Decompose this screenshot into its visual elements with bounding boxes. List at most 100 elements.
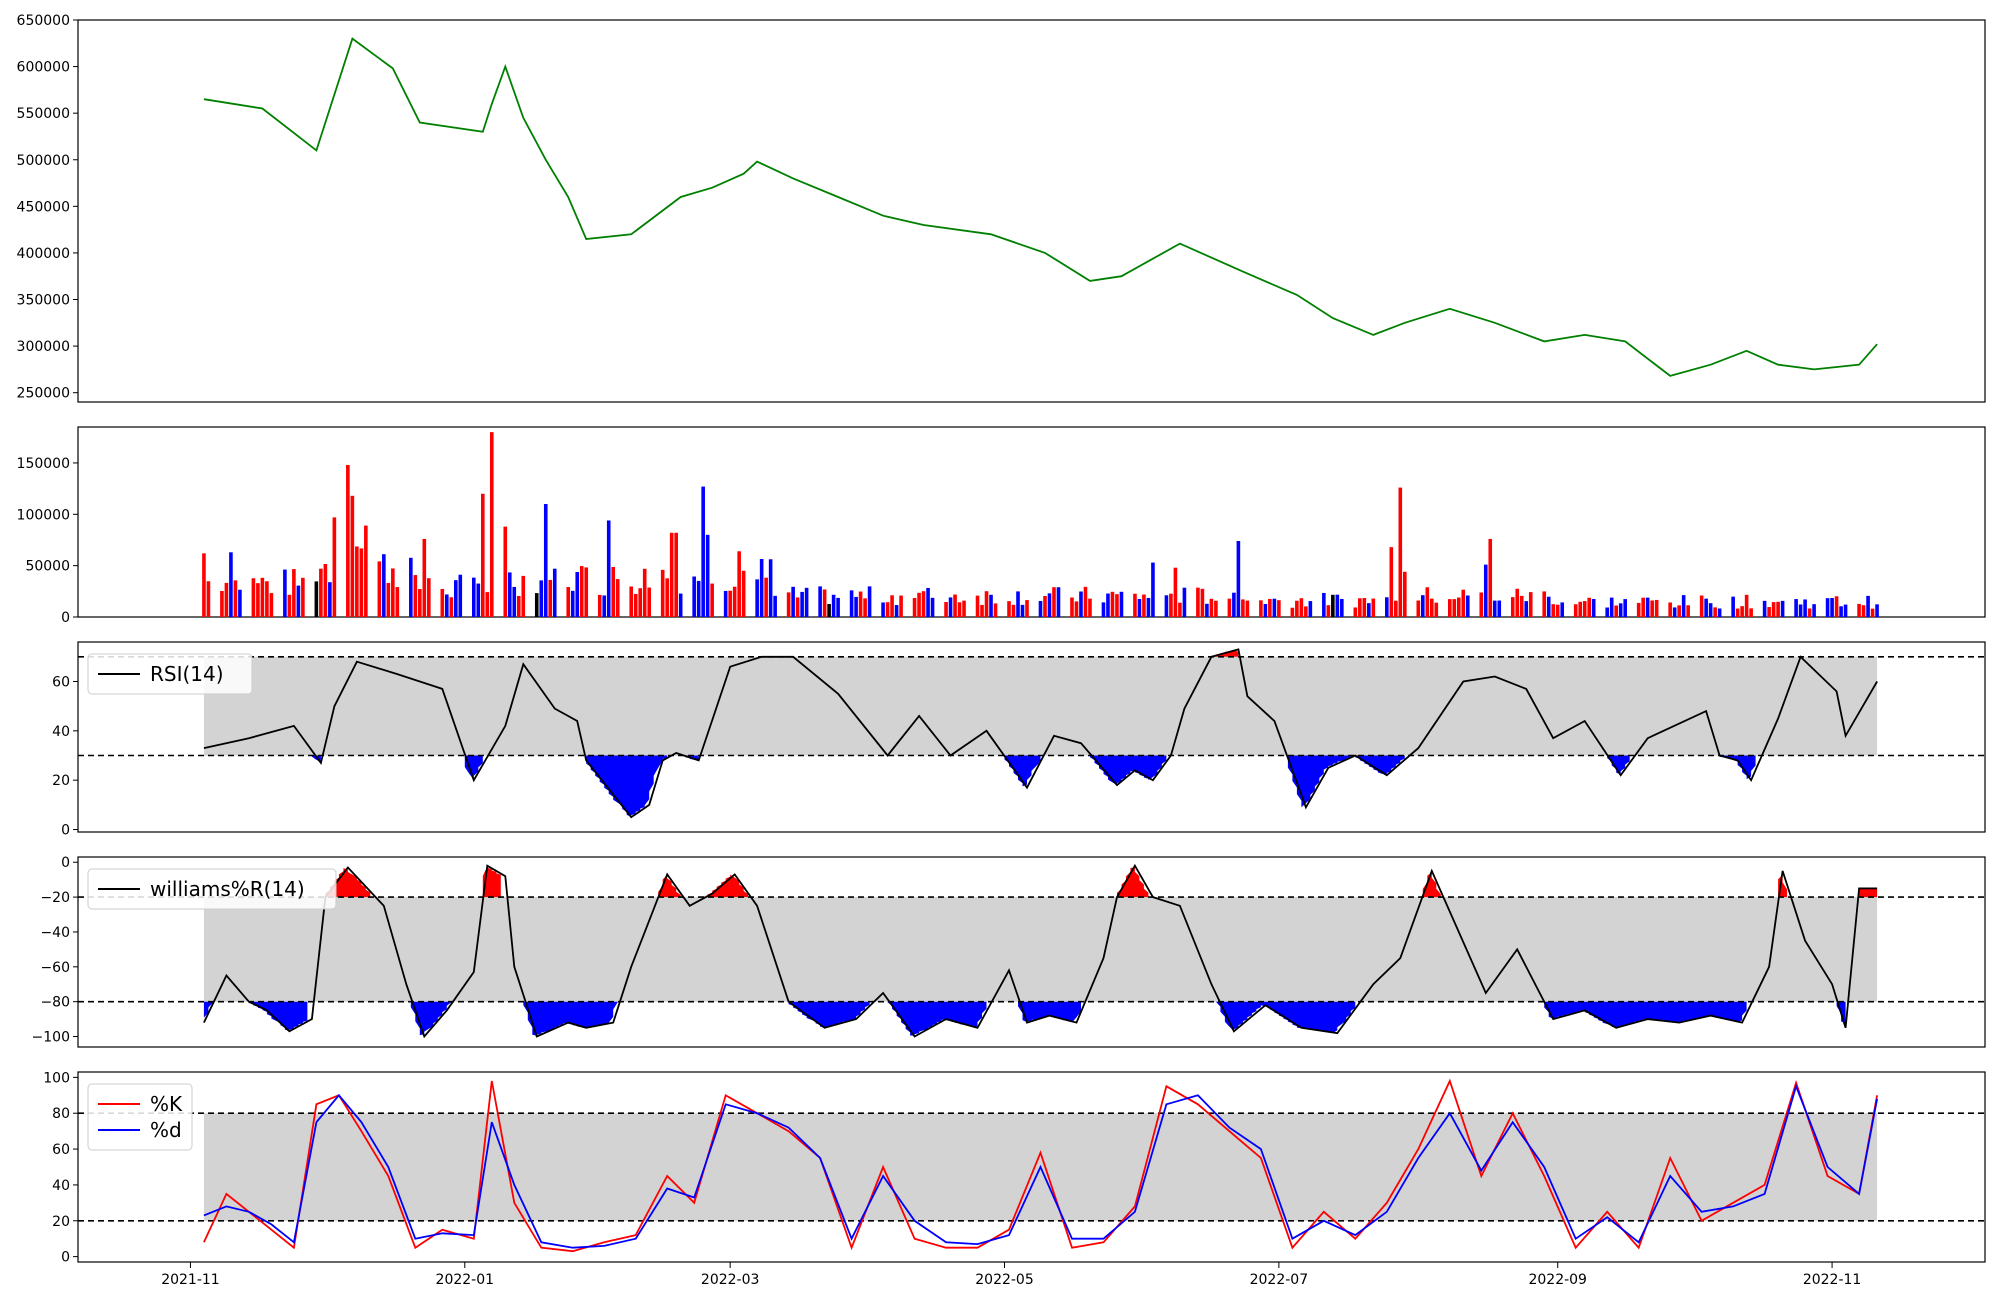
volume-bar xyxy=(476,583,481,617)
y-tick-label: 100 xyxy=(43,1070,70,1086)
volume-bar xyxy=(1524,601,1529,617)
volume-bar xyxy=(1358,598,1362,617)
volume-bar xyxy=(359,548,364,617)
volume-bar xyxy=(755,579,759,617)
volume-bar xyxy=(885,602,890,617)
volume-bar xyxy=(1322,592,1326,617)
volume-bar xyxy=(503,526,508,617)
volume-bar xyxy=(1465,595,1470,617)
volume-bar xyxy=(1106,593,1110,617)
volume-bar xyxy=(1830,597,1834,617)
volume-bar xyxy=(552,568,557,617)
volume-bar xyxy=(1047,593,1052,617)
volume-bar xyxy=(962,600,966,617)
volume-bar xyxy=(314,581,319,617)
volume-bar xyxy=(674,532,678,617)
oversold-fill xyxy=(788,1001,870,1028)
volume-bar xyxy=(1020,604,1025,617)
volume-bar xyxy=(1618,603,1623,617)
volume-bar xyxy=(1551,604,1556,617)
volume-bar xyxy=(251,578,256,617)
volume-bar xyxy=(633,593,638,617)
volume-bar xyxy=(1735,608,1740,617)
oversold-fill xyxy=(523,1001,618,1036)
volume-bar xyxy=(413,575,418,617)
y-tick-label: 550000 xyxy=(17,106,70,122)
volume-bar xyxy=(1767,607,1771,617)
overbought-fill xyxy=(482,866,501,898)
volume-bar xyxy=(1447,599,1452,617)
legend-label: RSI(14) xyxy=(150,662,224,686)
volume-bar xyxy=(629,586,634,617)
volume-bar xyxy=(1641,597,1645,617)
volume-bar xyxy=(1857,603,1861,617)
volume-bar xyxy=(1699,595,1704,617)
volume-bar xyxy=(566,587,571,617)
volume-bar xyxy=(638,588,643,617)
volume-bar xyxy=(328,582,332,617)
volume-bar xyxy=(1731,596,1735,617)
volume-bar xyxy=(854,596,858,617)
overbought-fill xyxy=(1859,888,1878,898)
volume-bar xyxy=(1119,591,1124,617)
volume-bar xyxy=(692,576,696,617)
volume-bar xyxy=(737,551,741,617)
volume-bar xyxy=(1812,604,1816,617)
volume-bar xyxy=(665,578,669,617)
volume-bar xyxy=(1582,601,1587,617)
y-tick-label: 40 xyxy=(52,1178,70,1194)
volume-bar xyxy=(1519,595,1524,617)
oversold-fill xyxy=(586,755,668,817)
volume-bar xyxy=(364,525,368,617)
volume-bar xyxy=(1385,597,1389,617)
volume-bar xyxy=(454,580,458,617)
y-tick-label: 450000 xyxy=(17,199,70,215)
y-tick-label: 300000 xyxy=(17,339,70,355)
volume-bar xyxy=(836,597,840,617)
plot-frame xyxy=(77,856,1986,1048)
volume-bar xyxy=(543,504,548,617)
volume-bar xyxy=(1295,600,1299,617)
volume-bar xyxy=(1227,598,1232,617)
volume-bar xyxy=(863,598,867,617)
volume-bar xyxy=(570,590,575,617)
y-tick-label: −40 xyxy=(40,925,70,941)
volume-bar xyxy=(1650,600,1654,617)
plot-frame xyxy=(77,426,1986,618)
volume-bar xyxy=(1245,600,1250,617)
volume-bar xyxy=(827,603,831,617)
volume-bar xyxy=(238,589,242,617)
volume-bar xyxy=(602,595,607,617)
y-tick-label: 0 xyxy=(61,855,70,871)
volume-bar xyxy=(458,574,463,617)
volume-bar xyxy=(346,465,350,617)
volume-bar xyxy=(611,566,616,617)
volume-bar xyxy=(1605,607,1609,617)
volume-bar xyxy=(1074,601,1079,617)
volume-bar xyxy=(993,603,998,617)
volume-bar xyxy=(867,586,872,617)
date-axis: 2021-11 2022-01 2022-03 2022-05 2022-07 2022-… xyxy=(161,1262,1861,1288)
volume-bar xyxy=(332,517,337,617)
volume-bar xyxy=(764,577,768,617)
volume-bar xyxy=(1708,603,1713,617)
volume-bar xyxy=(202,553,206,617)
overbought-fill xyxy=(1422,872,1441,898)
y-tick-label: 60 xyxy=(52,674,70,690)
volume-bar xyxy=(1038,600,1043,617)
y-tick-label: 150000 xyxy=(17,456,70,472)
volume-bar xyxy=(1011,604,1016,617)
volume-bar xyxy=(1416,600,1421,617)
volume-bar xyxy=(296,585,301,617)
volume-bar xyxy=(1614,605,1618,617)
y-tick-label: −20 xyxy=(40,890,70,906)
y-tick-label: −80 xyxy=(40,995,70,1011)
volume-bar xyxy=(512,586,517,617)
volume-bar xyxy=(206,581,211,617)
volume-bar xyxy=(386,582,391,617)
y-tick-label: 20 xyxy=(52,773,70,789)
volume-bar xyxy=(989,594,993,617)
volume-bar xyxy=(534,593,539,617)
volume-bar xyxy=(1452,599,1457,617)
volume-bar xyxy=(1780,600,1785,617)
